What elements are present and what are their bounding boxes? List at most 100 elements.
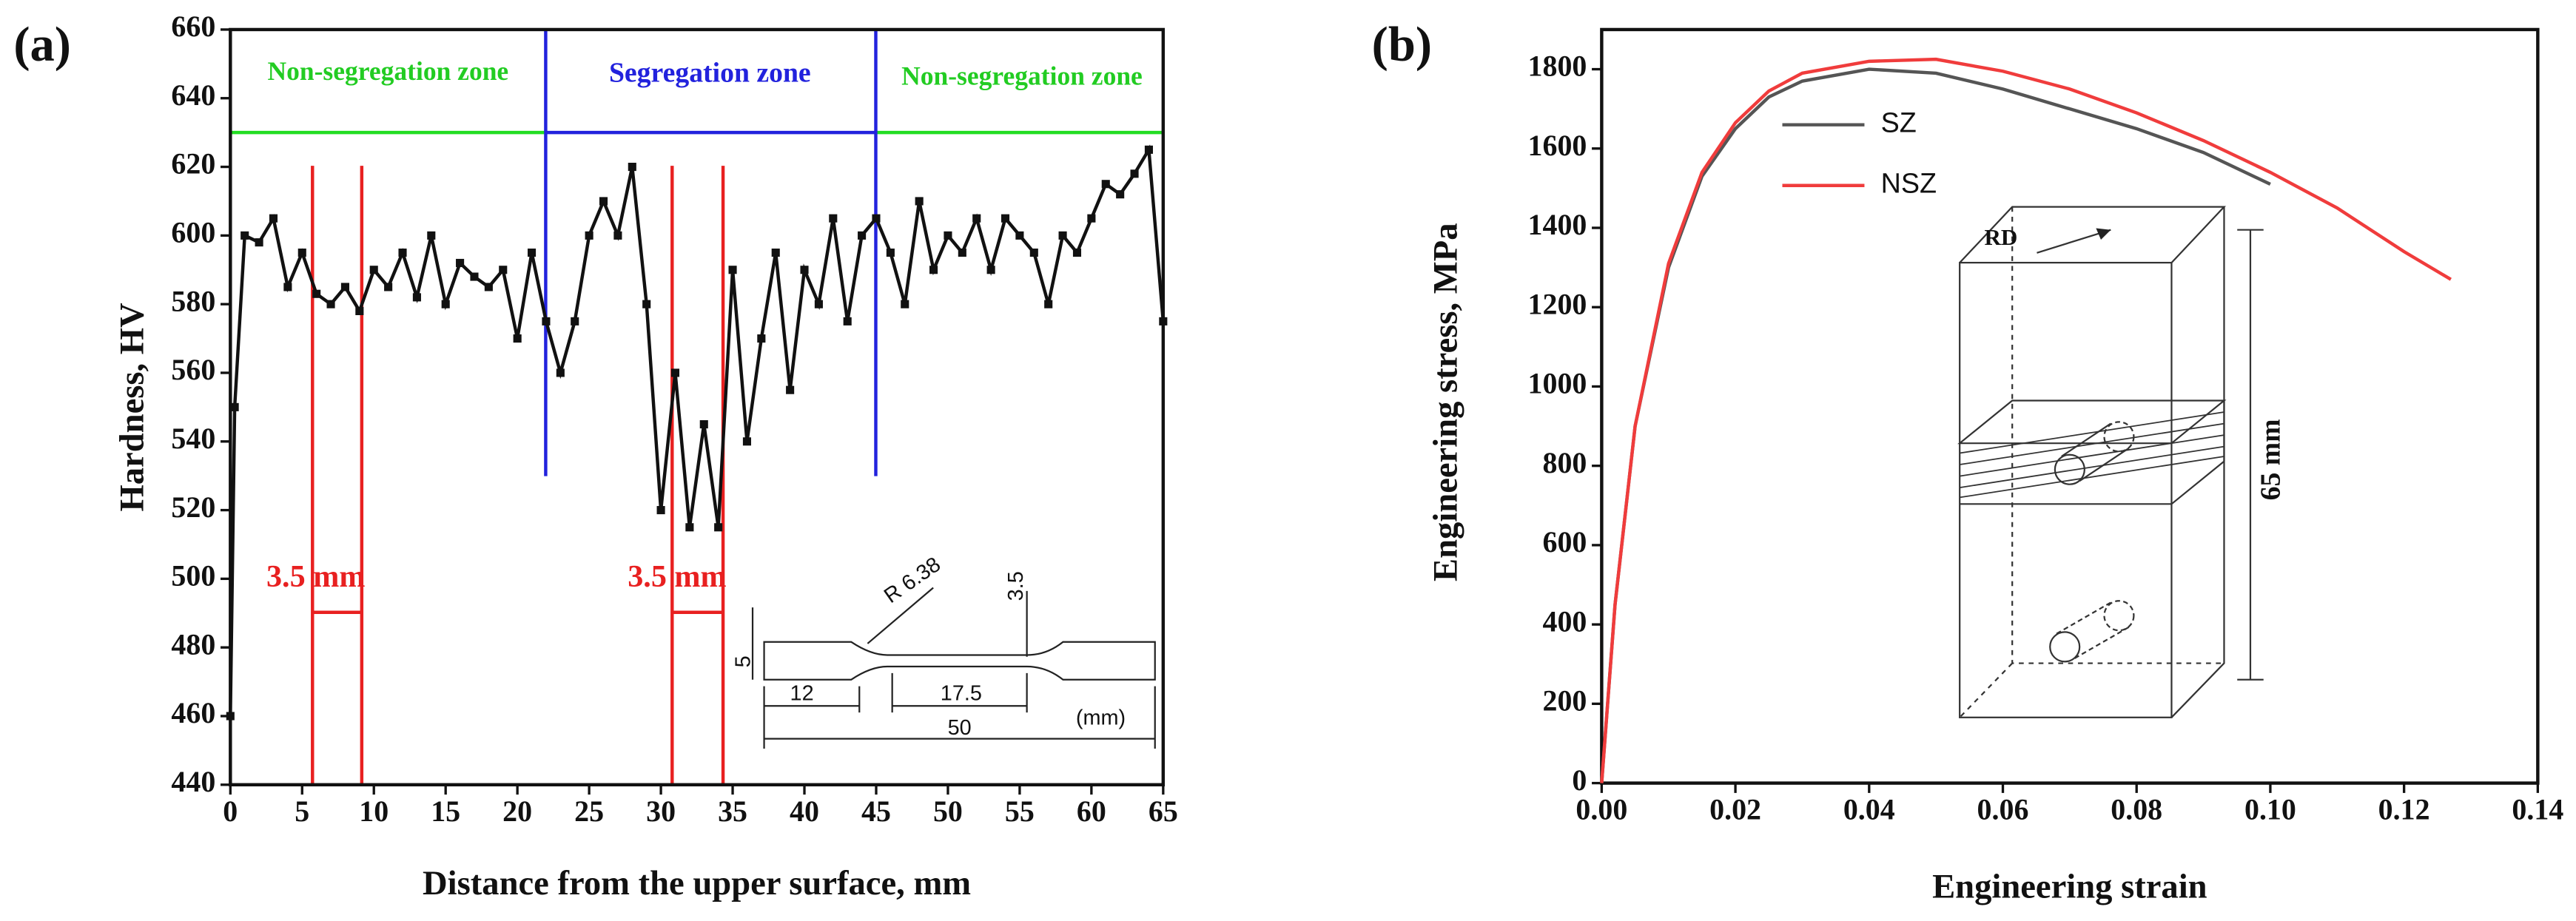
y-tick-label: 0 [1572, 763, 1587, 797]
y-tick-label: 540 [171, 422, 215, 455]
x-tick-label: 10 [359, 795, 389, 828]
width-label: 3.5 mm [266, 559, 365, 594]
marker [944, 231, 952, 240]
y-tick-label: 480 [171, 627, 215, 661]
marker [613, 231, 622, 240]
marker [556, 368, 565, 377]
marker [1130, 169, 1139, 178]
marker [1058, 231, 1067, 240]
plot-frame [229, 27, 1166, 787]
marker [499, 266, 508, 274]
marker [255, 238, 263, 247]
width-label: 3.5 mm [628, 559, 726, 594]
marker [757, 334, 766, 343]
marker [269, 214, 278, 223]
marker [771, 249, 780, 257]
dimension-label: 65 mm [2256, 419, 2287, 500]
x-tick-label: 40 [790, 795, 819, 828]
x-tick-label: 0.04 [1843, 793, 1895, 826]
dimension-label: R 6.38 [880, 553, 945, 608]
y-tick-label: 640 [171, 78, 215, 112]
panel-label: (a) [13, 18, 71, 72]
x-tick-label: 0.08 [2111, 793, 2162, 826]
marker [872, 214, 881, 223]
marker [1029, 249, 1038, 257]
marker [484, 283, 493, 291]
marker [230, 402, 239, 411]
dimension-label: 17.5 [941, 681, 982, 705]
marker [384, 283, 393, 291]
marker [456, 258, 465, 268]
x-axis-label: Distance from the upper surface, mm [423, 864, 971, 903]
y-tick-label: 600 [171, 216, 215, 249]
dimension-label: 5 [732, 655, 756, 667]
marker [599, 197, 608, 206]
y-axis-label: Hardness, HV [112, 303, 151, 512]
y-tick-label: 520 [171, 490, 215, 524]
marker [528, 249, 537, 257]
y-tick-label: 440 [171, 765, 215, 798]
marker [728, 266, 737, 274]
marker [786, 385, 795, 394]
marker [470, 272, 479, 281]
marker [929, 266, 938, 274]
direction-label: RD [1984, 224, 2017, 250]
marker [355, 306, 364, 315]
marker [1015, 231, 1024, 240]
x-tick-label: 50 [933, 795, 963, 828]
marker [886, 249, 895, 257]
dimension-label: 50 [948, 716, 972, 740]
marker [742, 437, 751, 446]
zone-label: Non-segregation zone [267, 56, 508, 86]
y-tick-label: 1400 [1528, 208, 1587, 241]
zone-lines [230, 29, 1163, 476]
x-tick-label: 0.00 [1575, 793, 1627, 826]
marker [542, 317, 551, 325]
x-tick-label: 0.10 [2244, 793, 2296, 826]
x-tick-label: 0.14 [2512, 793, 2563, 826]
x-tick-label: 65 [1149, 795, 1178, 828]
marker [1087, 214, 1096, 223]
marker [369, 266, 378, 274]
marker [398, 249, 407, 257]
marker [571, 317, 579, 325]
marker [412, 293, 421, 302]
y-tick-label: 800 [1542, 446, 1587, 479]
marker [958, 249, 966, 257]
marker [901, 300, 909, 308]
legend-label: SZ [1881, 107, 1917, 138]
zone-label: Non-segregation zone [901, 61, 1143, 91]
marker [585, 231, 593, 240]
marker [241, 231, 249, 240]
marker [714, 523, 723, 532]
marker [843, 317, 852, 325]
marker [1072, 249, 1082, 257]
y-tick-label: 1200 [1528, 287, 1587, 320]
marker [427, 231, 436, 240]
x-tick-label: 0 [223, 795, 238, 828]
y-tick-label: 660 [171, 10, 215, 43]
marker [297, 249, 306, 257]
y-tick-label: 1000 [1528, 367, 1587, 400]
marker [670, 368, 680, 377]
marker [814, 300, 823, 308]
marker [800, 266, 809, 274]
marker [699, 420, 708, 429]
y-axis-label: Engineering stress, MPa [1427, 223, 1465, 581]
dimension-label: 3.5 [1004, 571, 1028, 601]
marker [1044, 300, 1053, 308]
specimen-drawing [751, 587, 1156, 749]
specimen-lines [311, 166, 725, 785]
marker [972, 214, 981, 223]
marker [226, 712, 235, 721]
y-tick-label: 1600 [1528, 129, 1587, 162]
x-tick-label: 55 [1005, 795, 1035, 828]
marker [685, 523, 694, 532]
x-tick-label: 25 [574, 795, 604, 828]
x-tick-label: 15 [431, 795, 460, 828]
x-tick-label: 5 [295, 795, 309, 828]
block-drawing [1957, 206, 2264, 718]
legend-label: NSZ [1881, 168, 1937, 199]
